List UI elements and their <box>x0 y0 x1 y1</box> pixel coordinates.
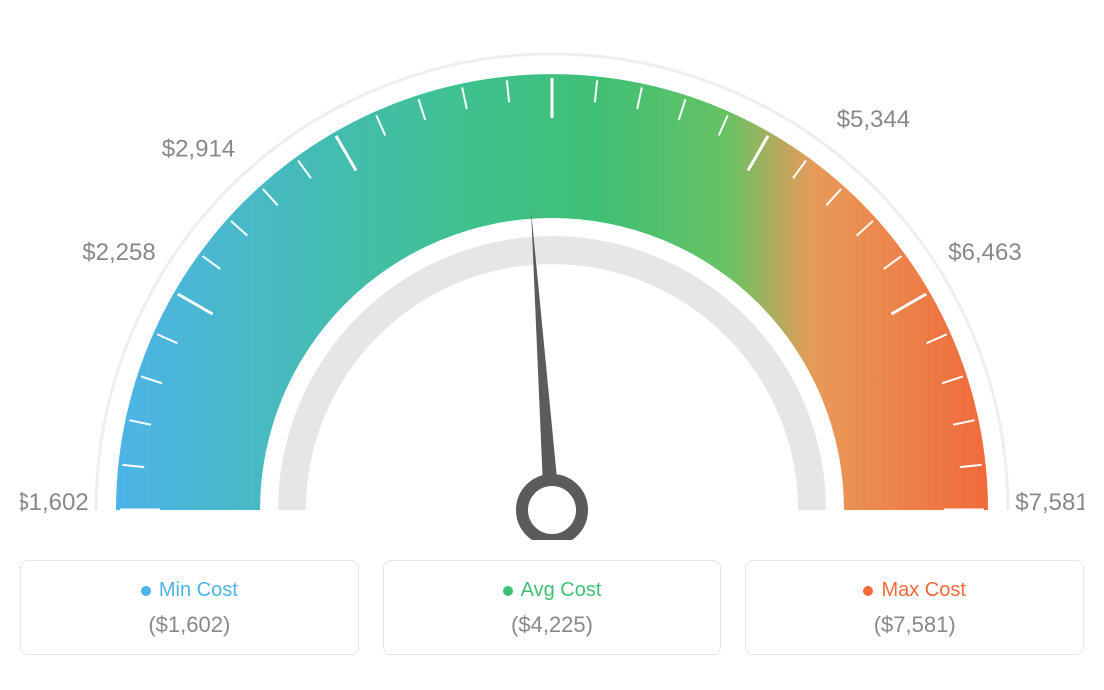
legend-title-avg: Avg Cost <box>521 579 602 602</box>
gauge-scale-label: $6,463 <box>948 239 1021 266</box>
legend-title-min: Min Cost <box>159 579 238 602</box>
gauge-scale-label: $2,258 <box>82 239 155 266</box>
gauge-scale-label: $5,344 <box>837 106 910 133</box>
legend-value-max: ($7,581) <box>756 612 1073 638</box>
gauge-scale-label: $1,602 <box>20 489 89 516</box>
gauge-scale-label: $7,581 <box>1015 489 1084 516</box>
legend-value-avg: ($4,225) <box>394 612 711 638</box>
dot-icon <box>141 586 151 596</box>
gauge-area: $1,602$2,258$2,914$4,225$5,344$6,463$7,5… <box>20 20 1084 550</box>
legend-value-min: ($1,602) <box>31 612 348 638</box>
legend-avg-cost: Avg Cost ($4,225) <box>383 560 722 655</box>
gauge-scale-label: $2,914 <box>162 135 235 162</box>
legend-max-cost: Max Cost ($7,581) <box>745 560 1084 655</box>
legend-min-cost: Min Cost ($1,602) <box>20 560 359 655</box>
dot-icon <box>503 586 513 596</box>
legend-row: Min Cost ($1,602) Avg Cost ($4,225) Max … <box>20 560 1084 655</box>
gauge-chart: $1,602$2,258$2,914$4,225$5,344$6,463$7,5… <box>20 20 1084 540</box>
legend-title-max: Max Cost <box>881 579 965 602</box>
dot-icon <box>863 586 873 596</box>
cost-gauge-container: $1,602$2,258$2,914$4,225$5,344$6,463$7,5… <box>20 20 1084 655</box>
